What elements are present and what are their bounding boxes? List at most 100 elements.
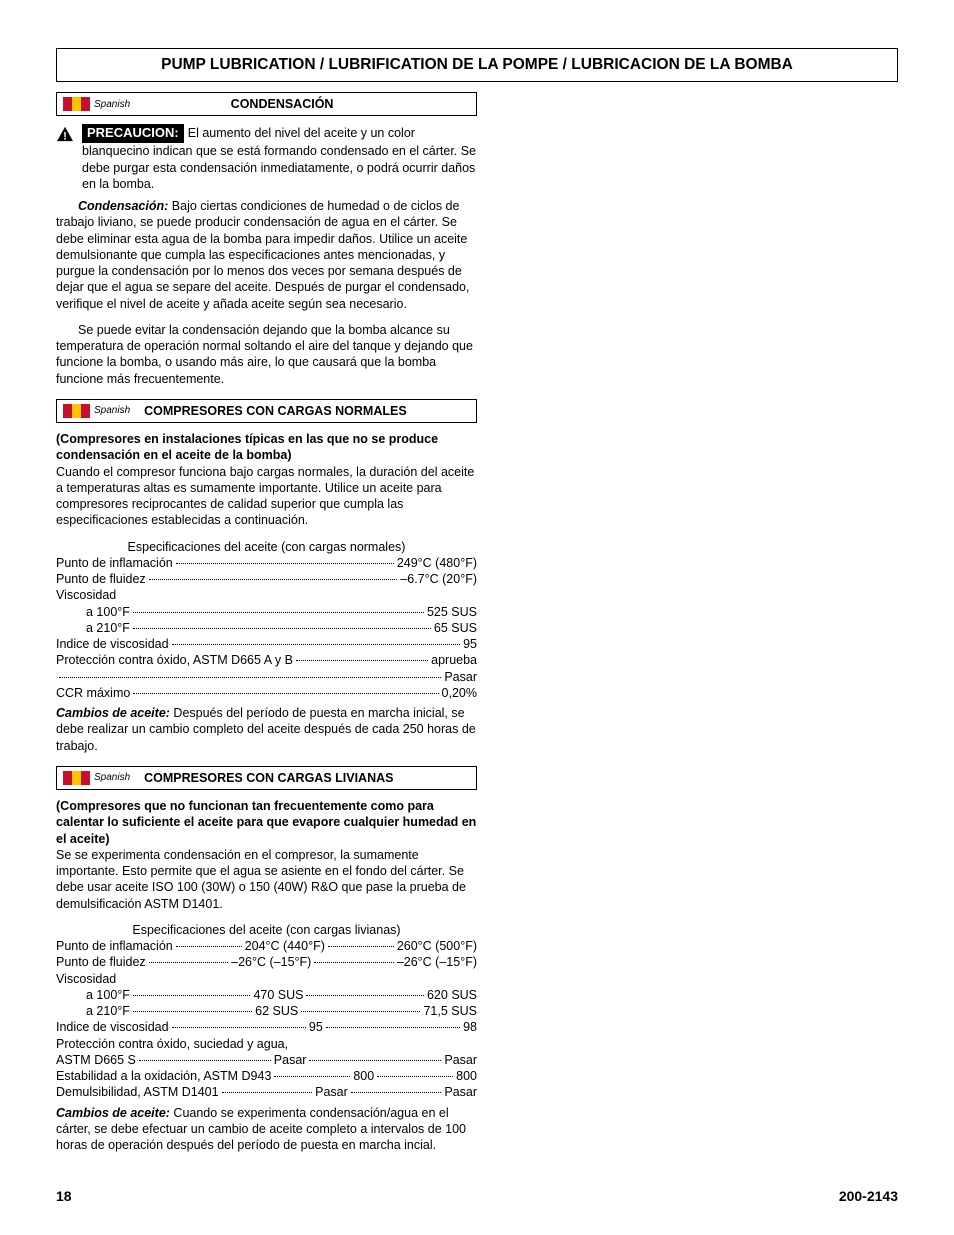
spec-row: Punto de inflamación 204°C (440°F) 260°C (… [56, 938, 477, 954]
spec-value: 0,20% [442, 685, 477, 701]
spec-label: ASTM D665 S [56, 1052, 136, 1068]
spec-value: Pasar [444, 669, 477, 685]
spec-row: Punto de fluidez–26°C (–15°F)–26°C (–15°… [56, 954, 477, 970]
spec-list-livianas: Punto de inflamación 204°C (440°F) 260°C (… [56, 938, 477, 1101]
spec-dots [133, 693, 438, 694]
spec-title-normales: Especificaciones del aceite (con cargas … [56, 539, 477, 555]
para-sub: (Compresores que no funcionan tan frecue… [56, 799, 476, 846]
spec-dots [149, 962, 229, 963]
spec-value: 95 [463, 636, 477, 652]
changes-lead: Cambios de aceite: [56, 706, 170, 720]
caution-text: PRECAUCION:El aumento del nivel del acei… [82, 124, 477, 192]
spec-value: 95 [309, 1019, 323, 1035]
changes-lead: Cambios de aceite: [56, 1106, 170, 1120]
para-normales: (Compresores en instalaciones típicas en… [56, 431, 477, 529]
spec-row: Protección contra óxido, suciedad y agua… [56, 1036, 477, 1052]
spec-dots [274, 1076, 350, 1077]
spec-value: 71,5 SUS [423, 1003, 477, 1019]
spec-value: 204°C (440°F) [245, 938, 325, 954]
spec-dots [296, 660, 428, 661]
spec-dots [172, 644, 461, 645]
spec-dots [149, 579, 398, 580]
section-header-condensacion: Spanish CONDENSACIÓN [56, 92, 477, 116]
spec-dots [176, 946, 242, 947]
spec-dots [301, 1011, 420, 1012]
spec-label: a 210°F [86, 1003, 130, 1019]
spec-value: –26°C (–15°F) [231, 954, 311, 970]
spec-value: Pasar [315, 1084, 348, 1100]
spec-label: Protección contra óxido, suciedad y agua… [56, 1036, 288, 1052]
spec-row: Punto de fluidez–6.7°C (20°F) [56, 571, 477, 587]
spec-label: CCR máximo [56, 685, 130, 701]
spec-value: Pasar [274, 1052, 307, 1068]
spec-label: Indice de viscosidad [56, 1019, 169, 1035]
spec-title-livianas: Especificaciones del aceite (con cargas … [56, 922, 477, 938]
caution-badge: PRECAUCION: [82, 124, 184, 143]
spec-label: Indice de viscosidad [56, 636, 169, 652]
spec-value: aprueba [431, 652, 477, 668]
para-body: Se se experimenta condensación en el com… [56, 848, 466, 911]
spec-value: –26°C (–15°F) [397, 954, 477, 970]
spec-list-normales: Punto de inflamación 249°C (480°F)Punto d… [56, 555, 477, 701]
spec-label: a 100°F [86, 604, 130, 620]
spec-dots [133, 1011, 252, 1012]
spec-label: a 100°F [86, 987, 130, 1003]
para-livianas: (Compresores que no funcionan tan frecue… [56, 798, 477, 912]
flag-icon [63, 771, 90, 785]
lang-label: Spanish [94, 404, 130, 417]
spec-dots [172, 1027, 306, 1028]
spec-value: 98 [463, 1019, 477, 1035]
spec-dots [309, 1060, 441, 1061]
spec-value: 249°C (480°F) [397, 555, 477, 571]
spec-row: Indice de viscosidad 95 [56, 636, 477, 652]
lang-label: Spanish [94, 98, 130, 111]
para-body: Bajo ciertas condiciones de humedad o de… [56, 199, 469, 311]
spec-row: Punto de inflamación 249°C (480°F) [56, 555, 477, 571]
section-title: COMPRESORES CON CARGAS NORMALES [144, 403, 407, 419]
section-title: COMPRESORES CON CARGAS LIVIANAS [144, 770, 393, 786]
para-condensacion-2: Se puede evitar la condensación dejando … [56, 322, 477, 387]
spec-dots [133, 612, 424, 613]
spec-dots [326, 1027, 460, 1028]
footer: 18 200-2143 [56, 1187, 898, 1205]
spec-value: 800 [353, 1068, 374, 1084]
section-title: CONDENSACIÓN [144, 96, 470, 112]
spec-label: Punto de inflamación [56, 555, 173, 571]
spec-row: Indice de viscosidad 95 98 [56, 1019, 477, 1035]
para-lead: Condensación: [78, 199, 168, 213]
warning-icon: ! [56, 126, 74, 142]
spec-row: Demulsibilidad, ASTM D1401PasarPasar [56, 1084, 477, 1100]
spec-row: ASTM D665 SPasarPasar [56, 1052, 477, 1068]
spec-row: a 210°F65 SUS [56, 620, 477, 636]
spec-dots [133, 995, 251, 996]
spec-row: a 210°F62 SUS71,5 SUS [56, 1003, 477, 1019]
spec-row: Estabilidad a la oxidación, ASTM D943 800… [56, 1068, 477, 1084]
spec-value: 260°C (500°F) [397, 938, 477, 954]
spec-value: 470 SUS [253, 987, 303, 1003]
spec-dots [133, 628, 431, 629]
spec-dots [377, 1076, 453, 1077]
spec-row: CCR máximo 0,20% [56, 685, 477, 701]
svg-text:!: ! [63, 131, 67, 143]
spec-label: a 210°F [86, 620, 130, 636]
spec-row: Viscosidad [56, 971, 477, 987]
spec-label: Demulsibilidad, ASTM D1401 [56, 1084, 219, 1100]
spec-value: 620 SUS [427, 987, 477, 1003]
lang-label: Spanish [94, 771, 130, 784]
spec-label: Punto de inflamación [56, 938, 173, 954]
spec-label: Estabilidad a la oxidación, ASTM D943 [56, 1068, 271, 1084]
spec-dots [139, 1060, 271, 1061]
spec-label: Protección contra óxido, ASTM D665 A y B [56, 652, 293, 668]
spec-dots [306, 995, 424, 996]
spec-row: Pasar [56, 669, 477, 685]
spec-label: Viscosidad [56, 587, 116, 603]
spec-row: Viscosidad [56, 587, 477, 603]
changes-normales: Cambios de aceite: Después del período d… [56, 705, 477, 754]
section-header-livianas: Spanish COMPRESORES CON CARGAS LIVIANAS [56, 766, 477, 790]
spec-value: 800 [456, 1068, 477, 1084]
content-column: Spanish CONDENSACIÓN ! PRECAUCION:El aum… [56, 92, 477, 1153]
spec-value: 525 SUS [427, 604, 477, 620]
spec-label: Viscosidad [56, 971, 116, 987]
spec-dots [314, 962, 394, 963]
spec-dots [59, 677, 441, 678]
